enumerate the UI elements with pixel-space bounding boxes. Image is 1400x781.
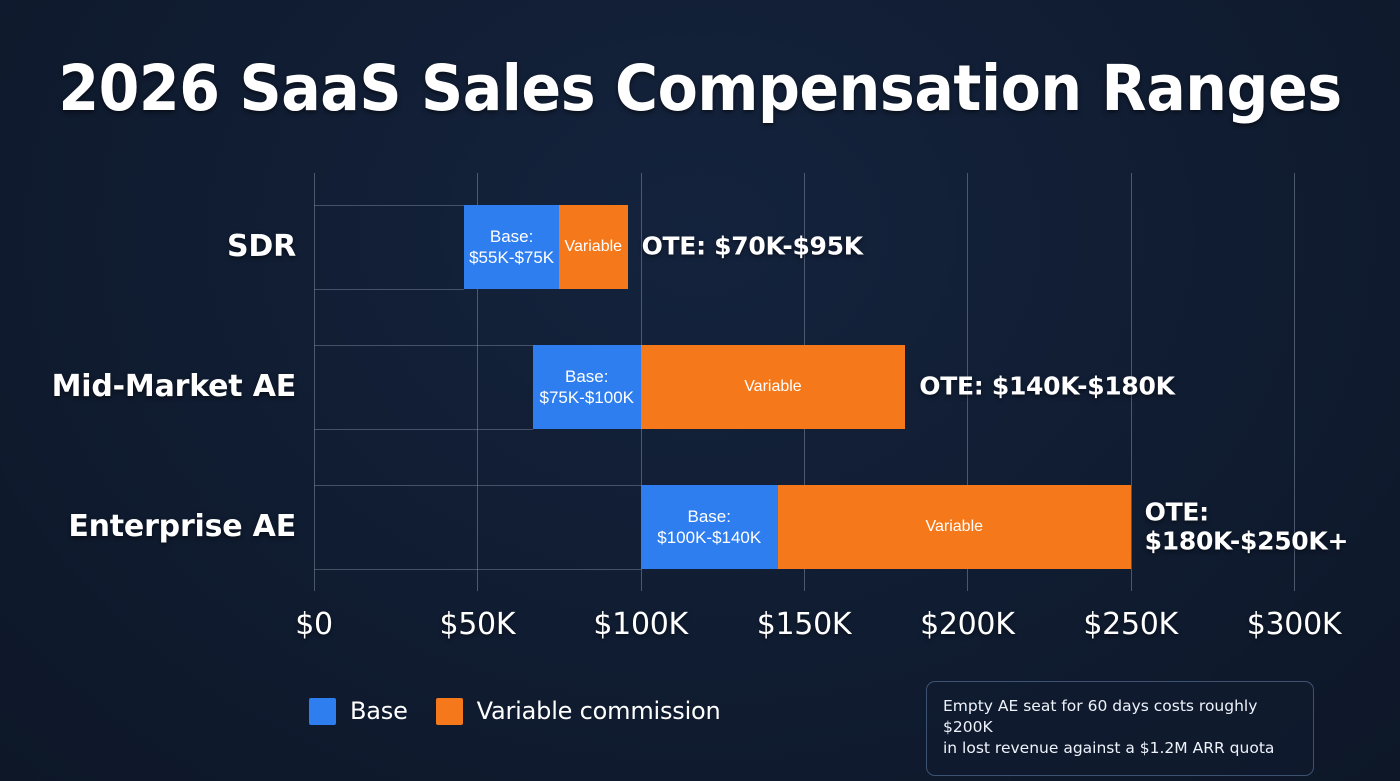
legend-label: Base — [350, 697, 408, 725]
bar-segment-variable-label: Variable — [925, 518, 984, 535]
bar-row: SDR Base: $55K-$75K Variable OTE: $70K-$95K — [227, 205, 1294, 289]
legend-item: Variable commission — [435, 697, 721, 725]
bar-row: Mid-Market AE Base: $75K-$100K Variable OTE:… — [52, 345, 1294, 429]
row-gridline — [314, 569, 641, 570]
bar-segment-base-label: Base: $75K-$100K — [539, 366, 635, 407]
annotation-line-2: in lost revenue against a $1.2M ARR quot… — [943, 738, 1275, 757]
row-gridline — [314, 345, 533, 346]
bar-segment-variable: Variable — [777, 485, 1131, 569]
bar-segment-base: Base: $55K-$75K — [464, 205, 559, 289]
annotation-callout: Empty AE seat for 60 days costs roughly … — [926, 681, 1314, 776]
category-label-enterprise-ae: Enterprise AE — [68, 509, 296, 544]
x-gridline — [477, 173, 479, 591]
bar-segment-base-label: Base: $100K-$140K — [657, 506, 762, 547]
x-tick-label: $0 — [295, 607, 333, 642]
x-tick-label: $200K — [920, 607, 1015, 642]
legend-swatch-base — [309, 697, 336, 725]
row-gridline — [314, 205, 465, 206]
plot-area: SDR Base: $55K-$75K Variable OTE: $70K-$95K M… — [52, 173, 1348, 591]
x-gridline — [1130, 173, 1132, 591]
row-gridline — [314, 429, 533, 430]
category-label-sdr: SDR — [226, 229, 296, 264]
page-title: 2026 SaaS Sales Compensation Ranges — [58, 52, 1342, 125]
x-gridline — [314, 173, 315, 591]
x-tick-label: $100K — [593, 607, 688, 642]
x-tick-label: $50K — [439, 607, 516, 642]
bar-segment-base-label: Base: $55K-$75K — [469, 226, 555, 267]
x-tick-label: $250K — [1083, 607, 1178, 642]
legend-label: Variable commission — [476, 697, 721, 725]
bar-segment-variable-label: Variable — [744, 378, 802, 395]
x-tick-label: $150K — [756, 607, 852, 642]
bar-segment-variable-label: Variable — [564, 238, 623, 255]
ote-label: OTE: $140K-$180K — [919, 371, 1175, 401]
bar-segment-variable: Variable — [559, 205, 628, 289]
x-gridline — [967, 173, 969, 591]
legend-item: Base — [309, 697, 408, 725]
x-gridline — [1294, 173, 1295, 591]
bar-segment-variable: Variable — [640, 345, 906, 429]
ote-label: OTE: $70K-$95K — [641, 231, 864, 261]
ote-label-line-2: $180K-$250K+ — [1144, 526, 1349, 555]
legend-swatch-variable — [435, 697, 463, 725]
row-gridline — [314, 289, 465, 290]
ote-label: OTE: $180K-$250K+ — [1144, 497, 1349, 556]
bar-segment-base: Base: $75K-$100K — [532, 345, 641, 429]
legend: Base Variable commission — [309, 697, 721, 725]
row-gridline — [314, 485, 641, 486]
bar-row: Enterprise AE Base: $100K-$140K Variable OTE… — [68, 485, 1348, 569]
x-tick-label: $300K — [1246, 607, 1342, 642]
category-label-mid-market-ae: Mid-Market AE — [51, 369, 297, 404]
bar-segment-base: Base: $100K-$140K — [640, 485, 778, 569]
ote-label-line-1: OTE: — [1144, 497, 1209, 527]
annotation-line-1: Empty AE seat for 60 days costs roughly … — [943, 697, 1258, 736]
